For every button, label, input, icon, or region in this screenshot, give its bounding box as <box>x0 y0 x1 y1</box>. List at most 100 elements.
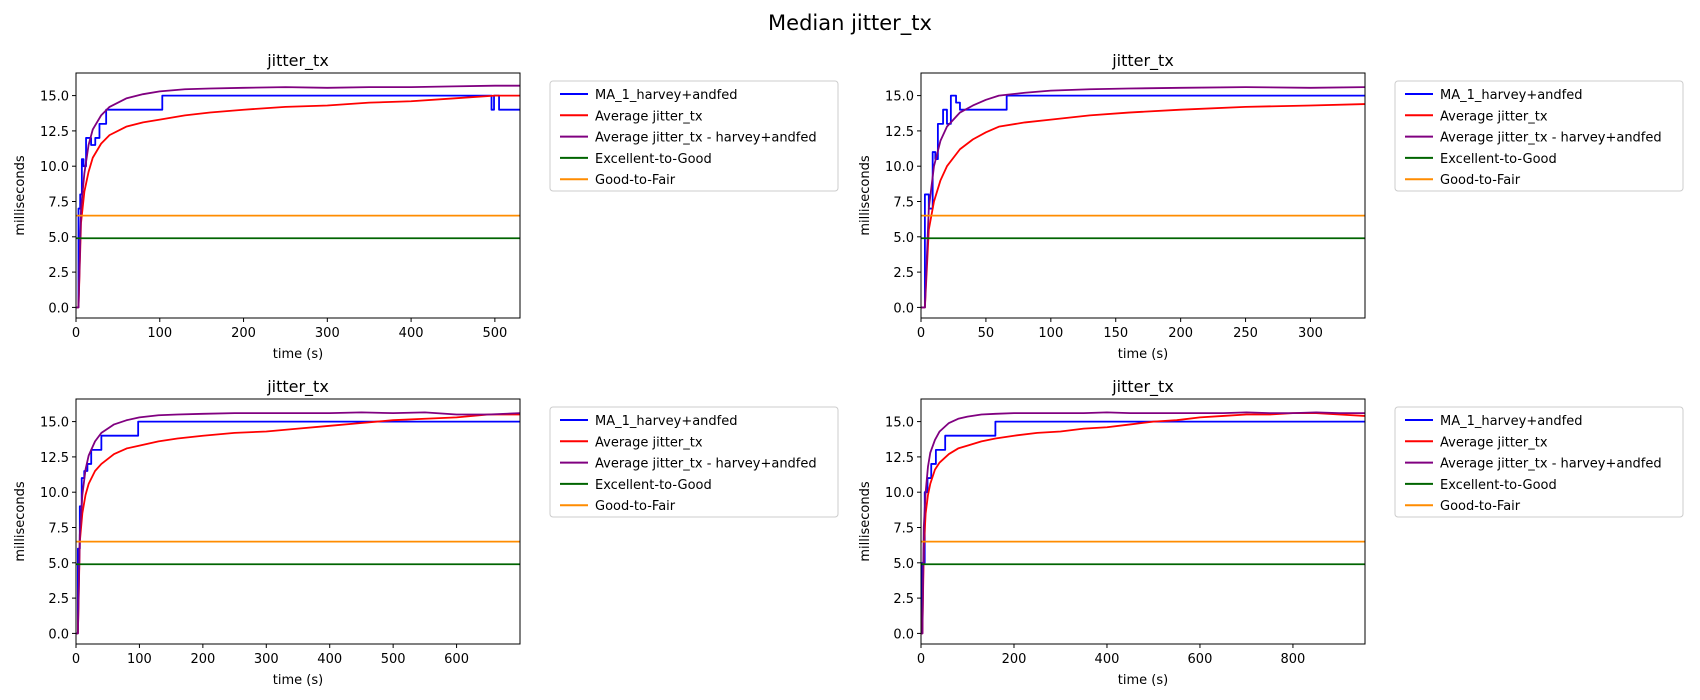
y-tick-label: 2.5 <box>893 266 914 281</box>
series-line-ma-1-harvey-andfed <box>921 420 1365 635</box>
y-tick-label: 12.5 <box>885 125 914 140</box>
x-tick-label: 0 <box>72 326 80 341</box>
subplot-2: jitter_tx 0 50 100 150 200 250 300 0.0 2.5 5.0 7.5 1… <box>858 51 1684 362</box>
y-axis-label: milliseconds <box>858 155 873 235</box>
subplot-title: jitter_tx <box>1111 377 1174 397</box>
legend: MA_1_harvey+andfed Average jitter_tx Avera… <box>549 406 839 518</box>
x-tick-label: 600 <box>1188 652 1213 667</box>
y-tick-label: 10.0 <box>40 486 69 501</box>
subplot-title: jitter_tx <box>1111 51 1174 71</box>
x-tick-label: 400 <box>399 326 424 341</box>
x-tick-label: 400 <box>1095 652 1120 667</box>
y-tick-label: 7.5 <box>893 196 914 211</box>
axes-frame <box>75 72 521 319</box>
legend-label: Excellent-to-Good <box>1440 478 1557 493</box>
y-tick-label: 0.0 <box>893 627 914 642</box>
y-tick-label: 0.0 <box>48 627 69 642</box>
y-tick-label: 15.0 <box>40 90 69 105</box>
legend-label: MA_1_harvey+andfed <box>1440 88 1583 103</box>
y-tick-label: 15.0 <box>885 90 914 105</box>
legend-label: MA_1_harvey+andfed <box>1440 414 1583 429</box>
series-lines <box>921 411 1365 635</box>
x-tick-label: 300 <box>315 326 340 341</box>
legend-label: Average jitter_tx - harvey+andfed <box>595 457 817 472</box>
series-line-average-jitter-tx <box>76 413 520 635</box>
x-tick-label: 600 <box>444 652 469 667</box>
series-line-ma-1-harvey-andfed <box>76 420 520 635</box>
legend-label: Good-to-Fair <box>595 499 676 514</box>
legend-label: Good-to-Fair <box>1440 499 1521 514</box>
x-tick-label: 300 <box>254 652 279 667</box>
series-line-average-jitter-tx <box>921 103 1365 309</box>
y-tick-label: 12.5 <box>885 451 914 466</box>
y-tick-label: 7.5 <box>48 522 69 537</box>
x-tick-label: 0 <box>72 652 80 667</box>
y-tick-label: 15.0 <box>885 416 914 431</box>
y-tick-label: 12.5 <box>40 451 69 466</box>
axes-frame <box>75 398 521 645</box>
x-axis-label: time (s) <box>273 673 323 688</box>
axes-frame <box>920 72 1366 319</box>
y-tick-label: 5.0 <box>48 231 69 246</box>
x-tick-label: 200 <box>1002 652 1027 667</box>
subplot-title: jitter_tx <box>266 377 329 397</box>
series-lines <box>76 84 520 309</box>
y-tick-label: 2.5 <box>893 592 914 607</box>
y-tick-label: 10.0 <box>885 486 914 501</box>
legend-label: Average jitter_tx <box>1440 435 1548 450</box>
x-tick-label: 400 <box>317 652 342 667</box>
y-tick-label: 0.0 <box>48 301 69 316</box>
x-tick-label: 800 <box>1281 652 1306 667</box>
axes-frame <box>920 398 1366 645</box>
x-tick-label: 0 <box>917 652 925 667</box>
y-tick-label: 5.0 <box>48 557 69 572</box>
y-axis-label: milliseconds <box>858 481 873 561</box>
legend-label: Excellent-to-Good <box>595 152 712 167</box>
x-tick-label: 200 <box>1168 326 1193 341</box>
x-tick-label: 200 <box>190 652 215 667</box>
x-tick-label: 50 <box>978 326 995 341</box>
y-tick-label: 2.5 <box>48 592 69 607</box>
y-tick-label: 5.0 <box>893 557 914 572</box>
x-axis-label: time (s) <box>273 347 323 362</box>
series-line-average-jitter-tx-harvey-andfed <box>76 411 520 635</box>
series-line-average-jitter-tx-harvey-andfed <box>76 84 520 309</box>
x-tick-label: 100 <box>1038 326 1063 341</box>
subplot-1: jitter_tx 0 100 200 300 400 500 0.0 2.5 5.0 7.5 10.… <box>13 51 839 362</box>
series-line-average-jitter-tx-harvey-andfed <box>921 411 1365 635</box>
y-tick-label: 15.0 <box>40 416 69 431</box>
legend-label: Average jitter_tx <box>595 435 703 450</box>
x-tick-label: 200 <box>231 326 256 341</box>
y-axis-label: milliseconds <box>13 155 28 235</box>
series-line-average-jitter-tx-harvey-andfed <box>921 86 1365 309</box>
subplots: jitter_tx0 100 200 300 400 5000.02.55.07.510.… <box>13 51 1684 688</box>
x-tick-label: 0 <box>917 326 925 341</box>
y-tick-label: 2.5 <box>48 266 69 281</box>
legend-label: Excellent-to-Good <box>595 478 712 493</box>
legend-label: Average jitter_tx <box>1440 109 1548 124</box>
legend-box <box>1394 80 1684 192</box>
subplot-title: jitter_tx <box>266 51 329 71</box>
series-lines <box>921 86 1365 309</box>
legend: MA_1_harvey+andfed Average jitter_tx Avera… <box>549 80 839 192</box>
y-tick-label: 7.5 <box>893 522 914 537</box>
x-axis-label: time (s) <box>1118 347 1168 362</box>
y-tick-label: 0.0 <box>893 301 914 316</box>
x-tick-label: 100 <box>127 652 152 667</box>
series-line-average-jitter-tx <box>921 412 1365 635</box>
series-line-average-jitter-tx <box>76 94 520 309</box>
legend-label: Good-to-Fair <box>1440 173 1521 188</box>
legend-label: Average jitter_tx - harvey+andfed <box>595 131 817 146</box>
subplot-3: jitter_tx 0 100 200 300 400 500 600 0.0 2.5 5.0 7.5… <box>13 377 839 688</box>
legend-label: Excellent-to-Good <box>1440 152 1557 167</box>
x-tick-label: 500 <box>482 326 507 341</box>
x-tick-label: 150 <box>1103 326 1128 341</box>
series-lines <box>76 411 520 635</box>
y-tick-label: 12.5 <box>40 125 69 140</box>
y-tick-label: 5.0 <box>893 231 914 246</box>
legend-box <box>549 406 839 518</box>
x-tick-label: 250 <box>1233 326 1258 341</box>
legend-box <box>549 80 839 192</box>
legend-label: MA_1_harvey+andfed <box>595 414 738 429</box>
